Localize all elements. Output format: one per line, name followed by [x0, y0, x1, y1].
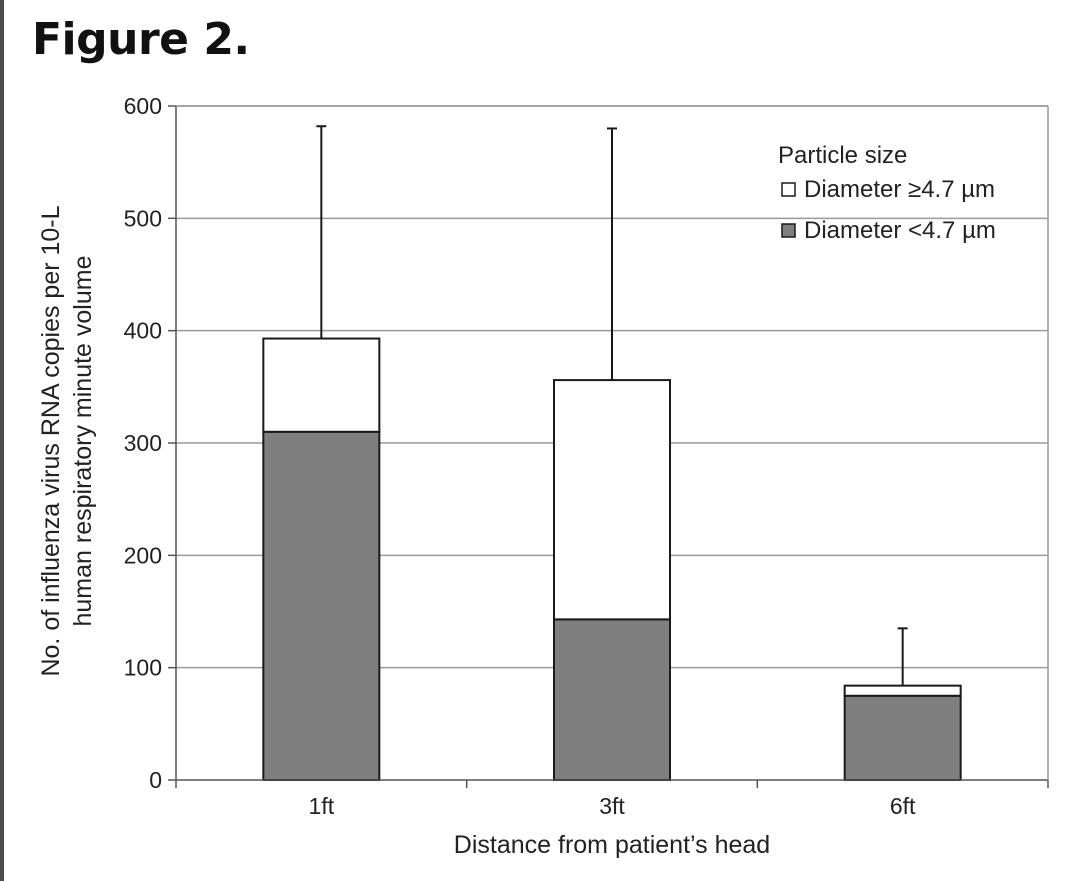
- y-tick-label: 300: [124, 430, 162, 456]
- x-tick-label: 3ft: [599, 793, 625, 819]
- bars: [262, 337, 962, 782]
- legend-label: Diameter <4.7 µm: [804, 217, 996, 244]
- page-left-border: [0, 0, 4, 881]
- x-tick-label: 1ft: [309, 793, 335, 819]
- y-tick-label: 400: [124, 318, 162, 344]
- bar-segment: [262, 337, 381, 433]
- y-axis-label: No. of influenza virus RNA copies per 10…: [37, 205, 97, 676]
- bar-segment: [843, 694, 962, 781]
- y-tick-label: 100: [124, 655, 162, 681]
- legend-swatch: [781, 182, 796, 197]
- y-tick-label: 500: [124, 205, 162, 231]
- bar-segment: [553, 618, 671, 782]
- figure-title: Figure 2.: [32, 14, 250, 65]
- bar-segment: [262, 430, 381, 781]
- y-tick-label: 200: [124, 542, 162, 568]
- y-axis-label-line-2: human respiratory minute volume: [69, 256, 97, 627]
- legend: Particle size Diameter ≥4.7 µm Diameter <4…: [778, 142, 996, 244]
- x-tick-label: 6ft: [890, 793, 916, 819]
- legend-swatch: [781, 223, 796, 238]
- bar-segment: [843, 684, 962, 697]
- bar-segment: [553, 379, 671, 621]
- x-axis-label: Distance from patient’s head: [454, 831, 770, 859]
- error-bars: [316, 125, 908, 686]
- y-axis-label-line-1: No. of influenza virus RNA copies per 10…: [37, 205, 65, 676]
- axes: 0 100 200 300 400 500 600 1ft 3ft 6ft: [124, 93, 1049, 819]
- legend-title: Particle size: [778, 142, 907, 169]
- y-tick-label: 0: [149, 767, 162, 793]
- y-tick-label: 600: [124, 93, 162, 119]
- legend-label: Diameter ≥4.7 µm: [804, 176, 995, 203]
